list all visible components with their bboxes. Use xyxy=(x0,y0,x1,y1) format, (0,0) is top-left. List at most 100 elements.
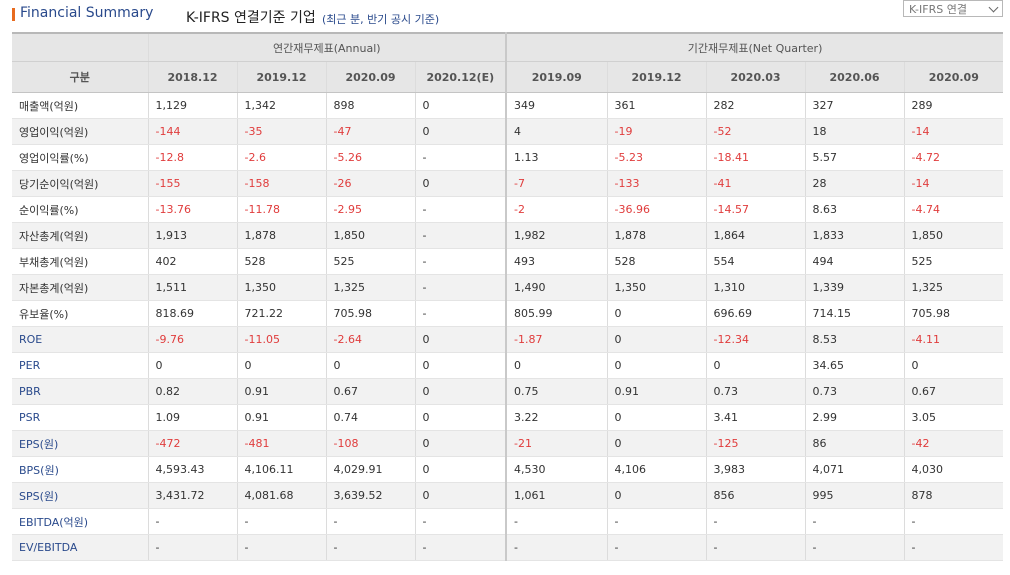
row-label[interactable]: ROE xyxy=(12,326,148,353)
value-cell: -36.96 xyxy=(606,196,707,223)
value-cell: 86 xyxy=(804,430,905,457)
table-row: 순이익률(%) -13.76 -11.78 -2.95- -2 -36.96 -14.57 8… xyxy=(12,196,1004,223)
value-cell: 4,593.43 xyxy=(147,456,237,483)
value-cell: -14 xyxy=(903,170,1004,197)
value-cell: 4,030 xyxy=(903,456,1004,483)
value-cell: - xyxy=(705,508,806,535)
value-cell: 0 xyxy=(414,404,507,431)
value-cell: 0.73 xyxy=(705,378,806,405)
row-label[interactable]: PBR xyxy=(12,378,148,405)
value-cell: -11.78 xyxy=(236,196,326,223)
value-cell: 0.91 xyxy=(606,378,707,405)
value-cell: -19 xyxy=(606,118,707,145)
value-cell: 721.22 xyxy=(236,300,326,327)
value-cell: -52 xyxy=(705,118,806,145)
value-cell: 28 xyxy=(804,170,905,197)
value-cell: 525 xyxy=(325,248,415,275)
value-cell: 2.99 xyxy=(804,404,905,431)
value-cell: -5.23 xyxy=(606,144,707,171)
table-row: 자본총계(억원) 1,511 1,350 1,325-1,490 1,350 1,310 1… xyxy=(12,274,1004,301)
value-cell: -41 xyxy=(705,170,806,197)
value-cell: -481 xyxy=(236,430,326,457)
value-cell: -26 xyxy=(325,170,415,197)
value-cell: 494 xyxy=(804,248,905,275)
value-cell: 4,530 xyxy=(505,456,608,483)
row-label: 영업이익률(%) xyxy=(12,144,148,171)
value-cell: 402 xyxy=(147,248,237,275)
title-accent-bar xyxy=(12,8,15,21)
value-cell: 1,342 xyxy=(236,92,326,119)
row-label[interactable]: PSR xyxy=(12,404,148,431)
period-header: 2019.12 xyxy=(236,61,326,93)
value-cell: -14 xyxy=(903,118,1004,145)
chevron-down-icon xyxy=(988,2,999,13)
table-row: 유보율(%) 818.69 721.22 705.98-805.99 0 696.69 71… xyxy=(12,300,1004,327)
value-cell: - xyxy=(606,508,707,535)
value-cell: 0.91 xyxy=(236,378,326,405)
row-label[interactable]: EV/EBITDA xyxy=(12,534,148,561)
header-blank-cell xyxy=(12,33,148,62)
value-cell: 1,061 xyxy=(505,482,608,509)
quarter-group-header: 기간재무제표(Net Quarter) xyxy=(505,33,1004,62)
value-cell: - xyxy=(505,534,608,561)
value-cell: 1,325 xyxy=(903,274,1004,301)
value-cell: -18.41 xyxy=(705,144,806,171)
value-cell: 1,850 xyxy=(903,222,1004,249)
row-label[interactable]: BPS(원) xyxy=(12,456,148,483)
value-cell: - xyxy=(325,508,415,535)
value-cell: -47 xyxy=(325,118,415,145)
value-cell: 4,106 xyxy=(606,456,707,483)
row-label[interactable]: EPS(원) xyxy=(12,430,148,457)
value-cell: 0 xyxy=(606,404,707,431)
financial-summary-table: 연간재무제표(Annual) 기간재무제표(Net Quarter) 구분 20… xyxy=(12,32,1004,561)
row-label: 부채총계(억원) xyxy=(12,248,148,275)
value-cell: 528 xyxy=(606,248,707,275)
value-cell: 0.73 xyxy=(804,378,905,405)
value-cell: 3.22 xyxy=(505,404,608,431)
value-cell: 0 xyxy=(414,482,507,509)
section-title: Financial Summary xyxy=(20,5,154,21)
row-label: 순이익률(%) xyxy=(12,196,148,223)
row-label[interactable]: SPS(원) xyxy=(12,482,148,509)
value-cell: 1,878 xyxy=(606,222,707,249)
period-header: 2020.12(E) xyxy=(414,61,507,93)
value-cell: 4,081.68 xyxy=(236,482,326,509)
value-cell: 349 xyxy=(505,92,608,119)
value-cell: 0 xyxy=(414,378,507,405)
value-cell: -4.74 xyxy=(903,196,1004,223)
accounting-standard-select[interactable]: K-IFRS 연결 xyxy=(903,0,1003,17)
row-label[interactable]: PER xyxy=(12,352,148,379)
table-row: SPS(원) 3,431.72 4,081.68 3,639.52 0 1,061 0 856… xyxy=(12,482,1004,509)
value-cell: -2.6 xyxy=(236,144,326,171)
value-cell: 8.53 xyxy=(804,326,905,353)
value-cell: 0 xyxy=(147,352,237,379)
table-row: 자산총계(억원) 1,913 1,878 1,850-1,982 1,878 1,864 1… xyxy=(12,222,1004,249)
value-cell: 4,106.11 xyxy=(236,456,326,483)
value-cell: - xyxy=(414,300,507,327)
value-cell: 0.82 xyxy=(147,378,237,405)
row-label[interactable]: EBITDA(억원) xyxy=(12,508,148,535)
value-cell: - xyxy=(147,534,237,561)
value-cell: 0 xyxy=(606,352,707,379)
value-cell: -12.34 xyxy=(705,326,806,353)
value-cell: 0 xyxy=(325,352,415,379)
value-cell: 0.75 xyxy=(505,378,608,405)
value-cell: -35 xyxy=(236,118,326,145)
value-cell: - xyxy=(505,508,608,535)
value-cell: 878 xyxy=(903,482,1004,509)
table-row: EPS(원) -472 -481 -108 0 -21 0 -125 86 -42 xyxy=(12,430,1004,457)
value-cell: -108 xyxy=(325,430,415,457)
value-cell: 1,350 xyxy=(236,274,326,301)
value-cell: 0 xyxy=(236,352,326,379)
value-cell: -21 xyxy=(505,430,608,457)
value-cell: 0.67 xyxy=(325,378,415,405)
value-cell: - xyxy=(606,534,707,561)
value-cell: 1,310 xyxy=(705,274,806,301)
value-cell: 696.69 xyxy=(705,300,806,327)
value-cell: 0 xyxy=(705,352,806,379)
row-label: 매출액(억원) xyxy=(12,92,148,119)
value-cell: 1.13 xyxy=(505,144,608,171)
row-label: 당기순이익(억원) xyxy=(12,170,148,197)
row-label: 유보율(%) xyxy=(12,300,148,327)
value-cell: - xyxy=(804,508,905,535)
